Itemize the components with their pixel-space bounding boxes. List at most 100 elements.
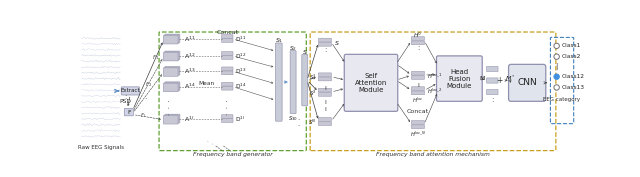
Text: Extract: Extract [120, 88, 140, 93]
FancyBboxPatch shape [486, 89, 498, 95]
FancyBboxPatch shape [221, 39, 233, 42]
FancyBboxPatch shape [221, 82, 233, 86]
FancyBboxPatch shape [221, 52, 233, 55]
Text: $H^{loc\_1}$: $H^{loc\_1}$ [428, 71, 443, 81]
FancyBboxPatch shape [509, 64, 546, 101]
FancyBboxPatch shape [165, 51, 180, 59]
Text: $H^{loc\_N}$: $H^{loc\_N}$ [410, 130, 426, 139]
Text: Raw EEG Signals: Raw EEG Signals [78, 145, 124, 150]
FancyBboxPatch shape [318, 73, 332, 77]
Text: A$^{12}$: A$^{12}$ [184, 51, 195, 61]
FancyBboxPatch shape [412, 87, 424, 90]
Text: CNN: CNN [517, 78, 537, 87]
Circle shape [554, 54, 559, 59]
Text: Mean: Mean [198, 81, 214, 86]
Text: D$^{14}$: D$^{14}$ [235, 82, 246, 91]
Text: D$^{13}$: D$^{13}$ [235, 67, 246, 76]
FancyBboxPatch shape [163, 68, 178, 76]
FancyBboxPatch shape [164, 67, 179, 76]
Text: $S_2$: $S_2$ [289, 44, 297, 53]
FancyBboxPatch shape [221, 71, 233, 75]
FancyBboxPatch shape [275, 43, 282, 121]
Text: Self
Attention
Module: Self Attention Module [355, 73, 387, 93]
Text: A$^{11}$: A$^{11}$ [184, 34, 195, 44]
Text: A$^{14}$: A$^{14}$ [184, 82, 195, 91]
Text: $S$: $S$ [334, 39, 340, 47]
FancyBboxPatch shape [318, 77, 332, 81]
FancyBboxPatch shape [412, 76, 424, 79]
Text: Class12: Class12 [561, 74, 584, 79]
Text: Concat: Concat [217, 30, 239, 35]
FancyBboxPatch shape [412, 91, 424, 95]
Text: :: : [324, 47, 326, 53]
FancyBboxPatch shape [412, 121, 424, 124]
Text: D$^{1l}$: D$^{1l}$ [235, 114, 245, 124]
Text: F: F [127, 110, 131, 115]
FancyBboxPatch shape [486, 66, 498, 72]
FancyBboxPatch shape [412, 125, 424, 129]
FancyBboxPatch shape [412, 37, 424, 40]
Text: $F_1$: $F_1$ [152, 53, 159, 62]
FancyBboxPatch shape [221, 67, 233, 71]
Text: $S^1$: $S^1$ [309, 73, 317, 82]
Text: +: + [496, 76, 502, 85]
Text: A$^{1l}$: A$^{1l}$ [184, 114, 194, 124]
Text: EEG category: EEG category [543, 96, 580, 102]
Text: D$^{12}$: D$^{12}$ [235, 51, 246, 61]
FancyBboxPatch shape [436, 56, 482, 101]
Text: I: I [324, 107, 326, 112]
Text: Frequency band attention mechanism: Frequency band attention mechanism [376, 152, 490, 157]
FancyBboxPatch shape [221, 115, 233, 118]
Text: ·: · [144, 95, 147, 104]
FancyBboxPatch shape [290, 51, 296, 113]
Text: |: | [556, 63, 558, 70]
FancyBboxPatch shape [121, 87, 140, 95]
FancyBboxPatch shape [124, 108, 133, 116]
Text: Frequency band generator: Frequency band generator [193, 152, 273, 157]
FancyBboxPatch shape [164, 35, 179, 43]
Text: $H^{0}$: $H^{0}$ [413, 30, 422, 40]
Text: :: : [491, 97, 493, 103]
FancyBboxPatch shape [318, 93, 332, 96]
Text: :: : [417, 45, 419, 51]
Text: ·  ·  ·: · · · [225, 99, 231, 115]
Text: I: I [324, 100, 326, 105]
FancyBboxPatch shape [165, 66, 180, 75]
Text: Class2: Class2 [561, 54, 580, 59]
FancyBboxPatch shape [163, 116, 178, 124]
Text: $H^{loc}$: $H^{loc}$ [412, 96, 424, 105]
FancyBboxPatch shape [164, 82, 179, 91]
Circle shape [554, 74, 559, 79]
FancyBboxPatch shape [344, 54, 397, 111]
FancyBboxPatch shape [318, 88, 332, 92]
FancyBboxPatch shape [165, 34, 180, 43]
Text: $S_1$: $S_1$ [275, 36, 283, 45]
FancyBboxPatch shape [318, 118, 332, 121]
FancyBboxPatch shape [163, 83, 178, 92]
FancyBboxPatch shape [412, 41, 424, 45]
FancyBboxPatch shape [163, 35, 178, 44]
FancyBboxPatch shape [486, 78, 498, 83]
Text: A$^{13}$: A$^{13}$ [184, 67, 195, 76]
Text: ·
·: · · [298, 117, 300, 129]
Text: Head
Fusion
Module: Head Fusion Module [447, 69, 472, 89]
FancyBboxPatch shape [163, 52, 178, 61]
Text: ·  ·  ·: · · · [167, 99, 173, 115]
Text: Concat: Concat [407, 109, 429, 114]
Text: $S$: $S$ [302, 48, 308, 56]
Text: I: I [324, 86, 326, 91]
Text: D$^{11}$: D$^{11}$ [235, 34, 246, 44]
Text: $S^N$: $S^N$ [308, 118, 317, 127]
FancyBboxPatch shape [165, 114, 180, 123]
Circle shape [554, 85, 559, 90]
Text: PSD: PSD [120, 99, 132, 104]
Text: Class13: Class13 [561, 85, 584, 90]
FancyBboxPatch shape [164, 115, 179, 123]
Circle shape [554, 43, 559, 48]
Text: Class1: Class1 [561, 43, 580, 48]
FancyBboxPatch shape [318, 42, 332, 46]
FancyBboxPatch shape [318, 38, 332, 42]
Text: $S^2$: $S^2$ [309, 88, 317, 98]
Text: $H^{loc\_2}$: $H^{loc\_2}$ [428, 87, 443, 96]
FancyBboxPatch shape [221, 86, 233, 90]
